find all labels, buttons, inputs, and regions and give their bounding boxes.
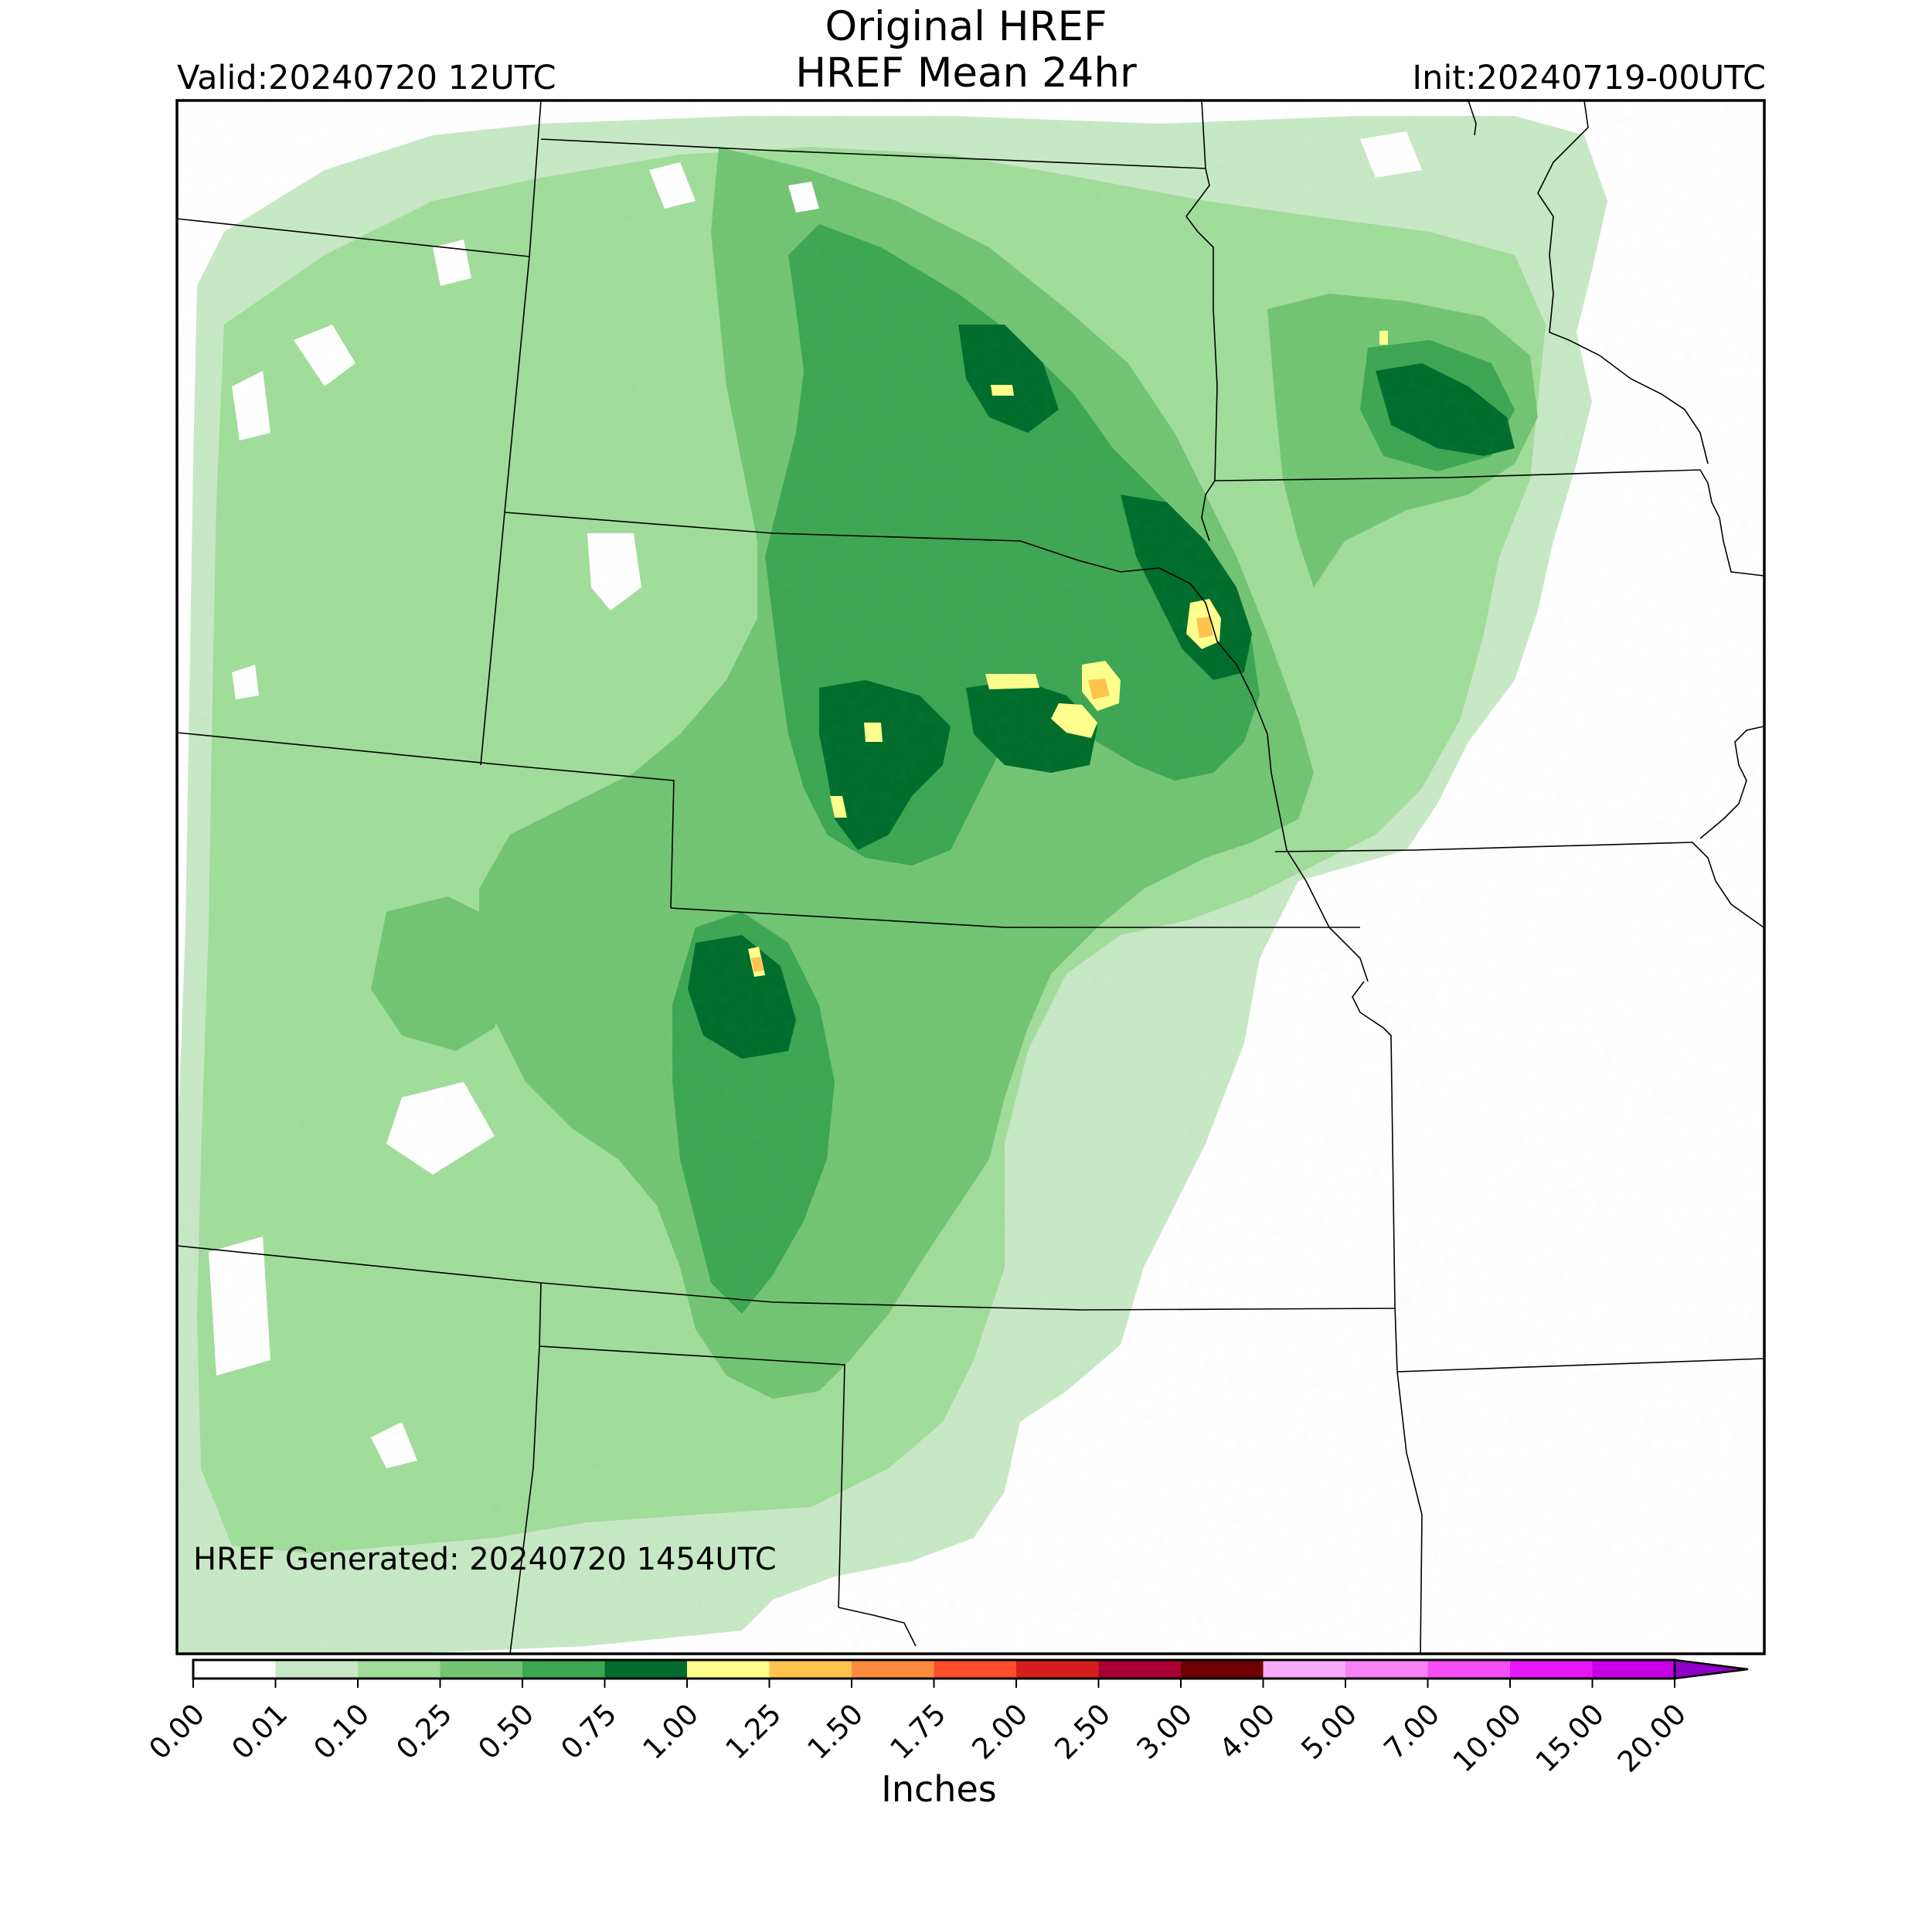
colorbar-segment bbox=[769, 1660, 852, 1679]
colorbar-extension bbox=[1673, 1658, 1749, 1680]
colorbar-segment bbox=[1592, 1660, 1675, 1679]
colorbar-segment bbox=[522, 1660, 605, 1679]
colorbar bbox=[192, 1658, 1749, 1688]
state-borders bbox=[177, 100, 1764, 1654]
colorbar-segment bbox=[275, 1660, 359, 1679]
colorbar-segment bbox=[1016, 1660, 1099, 1679]
colorbar-segment bbox=[193, 1660, 276, 1679]
colorbar-segment bbox=[1510, 1660, 1593, 1679]
colorbar-segment bbox=[358, 1660, 440, 1679]
colorbar-segment bbox=[1345, 1660, 1428, 1679]
chart-title-line2: HREF Mean 24hr bbox=[795, 49, 1137, 97]
precip-field bbox=[177, 100, 1764, 1654]
colorbar-segment bbox=[1098, 1660, 1182, 1679]
colorbar-segment bbox=[1263, 1660, 1346, 1679]
colorbar-segment bbox=[852, 1660, 934, 1679]
valid-time-label: Valid:20240720 12UTC bbox=[177, 59, 556, 97]
colorbar-segment bbox=[934, 1660, 1017, 1679]
init-time-label: Init:20240719-00UTC bbox=[1412, 59, 1766, 97]
colorbar-segment bbox=[1427, 1660, 1511, 1679]
colorbar-segment bbox=[1181, 1660, 1264, 1679]
map-frame bbox=[175, 99, 1766, 1655]
colorbar-segment bbox=[604, 1660, 688, 1679]
colorbar-units-label: Inches bbox=[881, 1768, 997, 1810]
generated-time-label: HREF Generated: 20240720 1454UTC bbox=[193, 1542, 777, 1577]
colorbar-segment bbox=[440, 1660, 523, 1679]
chart-title-line1: Original HREF bbox=[825, 3, 1107, 50]
colorbar-segment bbox=[687, 1660, 770, 1679]
